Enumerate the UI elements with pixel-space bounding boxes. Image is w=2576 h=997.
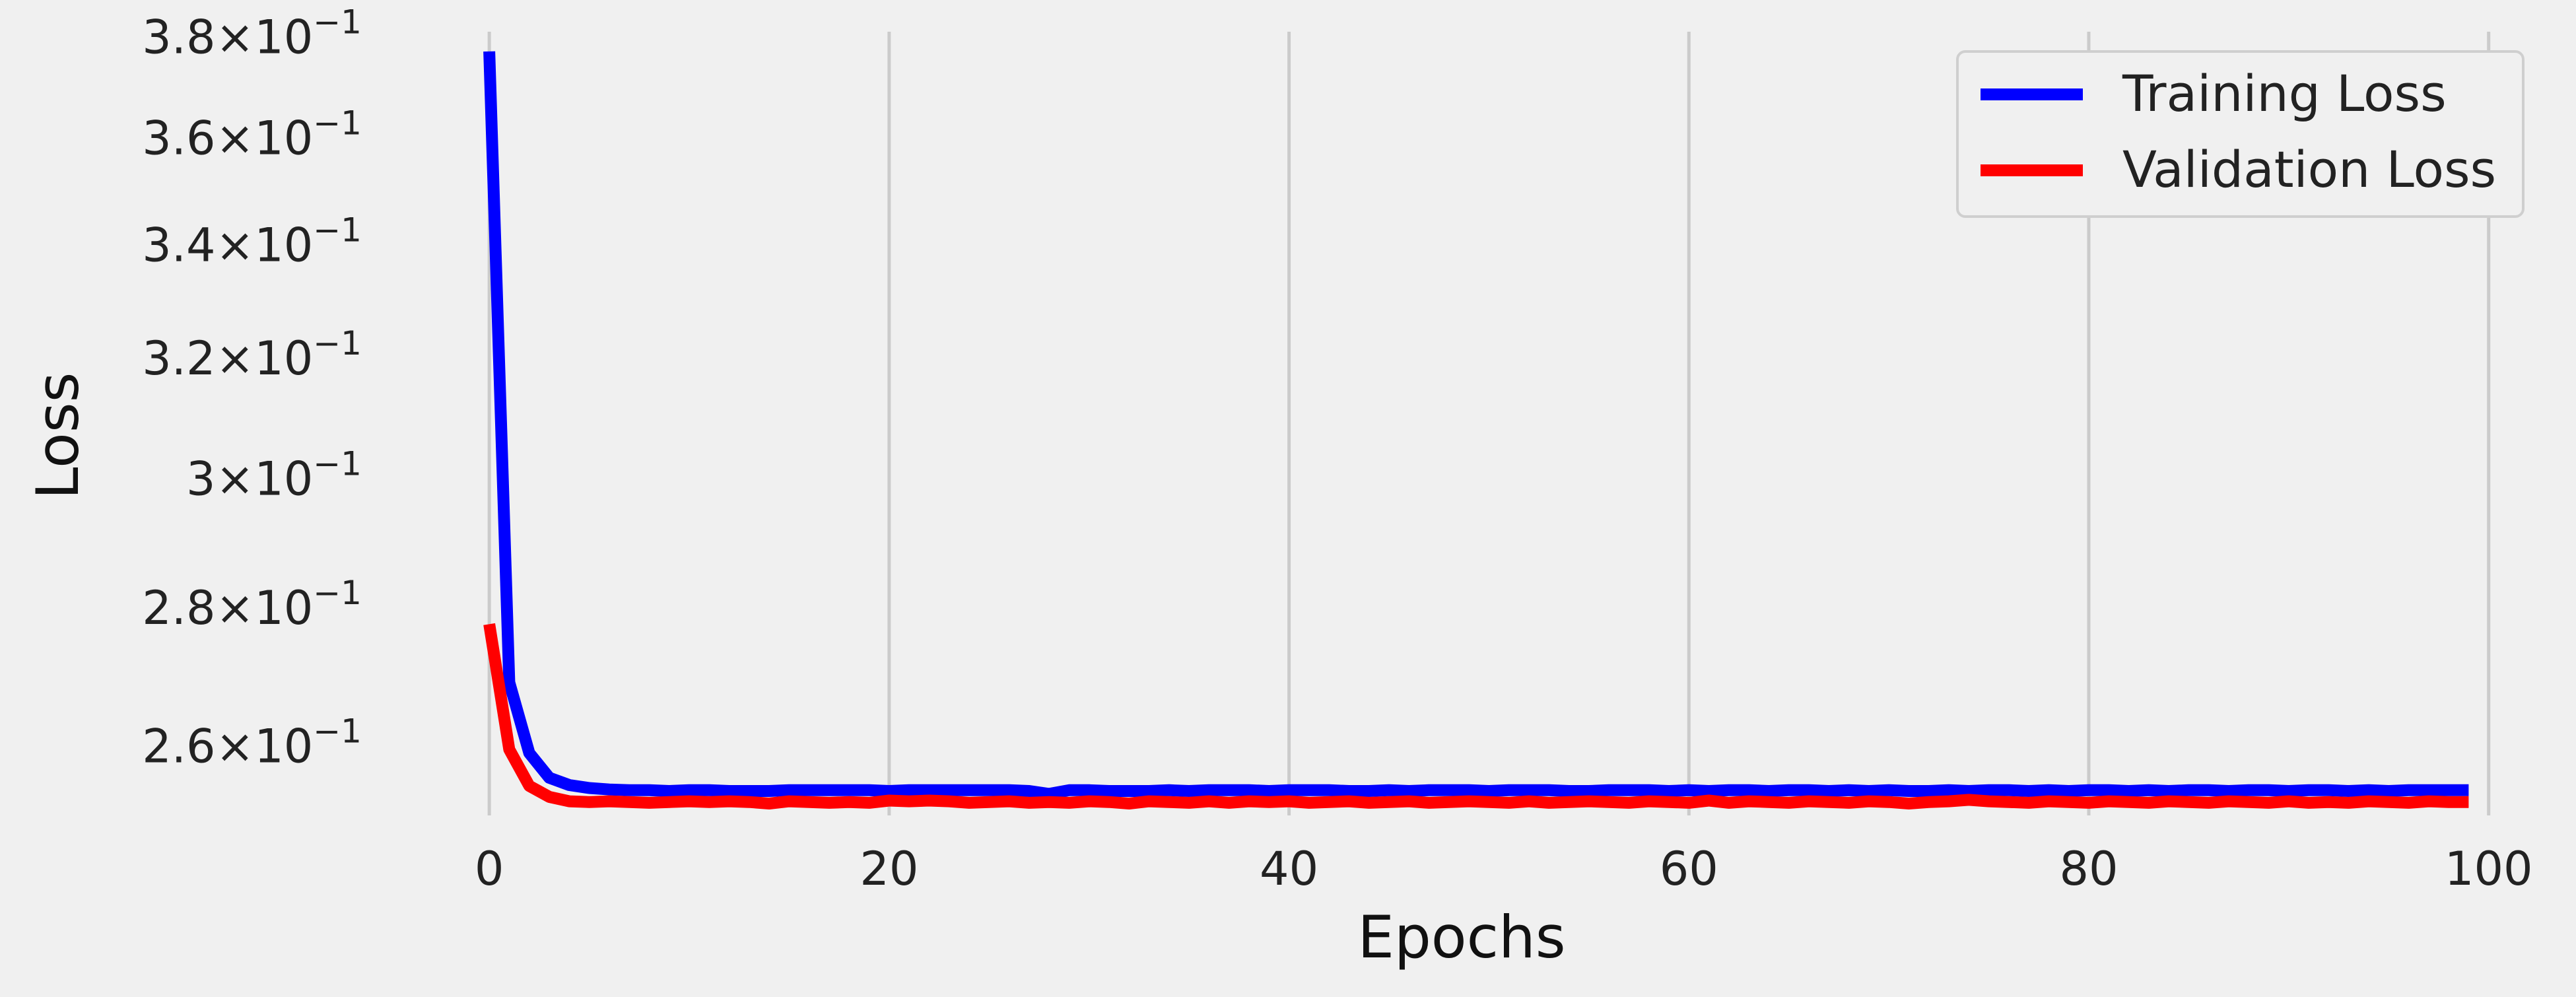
x-tick-label: 20 [860,842,918,896]
legend-label-validation: Validation Loss [2122,140,2496,199]
y-axis-title: Loss [24,372,92,499]
y-tick-label: 2.6×10−1 [142,712,362,774]
series-line-validation [483,623,2469,809]
series-line-training [483,51,2469,800]
y-tick-label: 3.6×10−1 [142,104,362,165]
y-tick-label: 3.8×10−1 [142,3,362,64]
legend-box [1956,50,2525,218]
x-tick-labels: 0 20 40 60 80 100 [475,842,2533,896]
y-tick-labels: 2.6×10−1 2.8×10−1 3×10−1 3.2×10−1 3.4×10−1 3.… [142,3,362,773]
x-axis-title: Epochs [1357,903,1565,971]
legend-label-training: Training Loss [2122,64,2447,123]
x-tick-label: 100 [2445,842,2533,896]
y-tick-label: 3.2×10−1 [142,324,362,386]
y-tick-label: 3×10−1 [186,445,362,506]
x-tick-label: 40 [1260,842,1318,896]
legend: Training Loss Validation Loss [1956,50,2525,218]
x-tick-label: 0 [475,842,504,896]
y-tick-label: 2.8×10−1 [142,574,362,635]
x-tick-label: 80 [2059,842,2118,896]
x-tick-label: 60 [1660,842,1718,896]
series-lines [483,51,2469,809]
y-tick-label: 3.4×10−1 [142,211,362,272]
